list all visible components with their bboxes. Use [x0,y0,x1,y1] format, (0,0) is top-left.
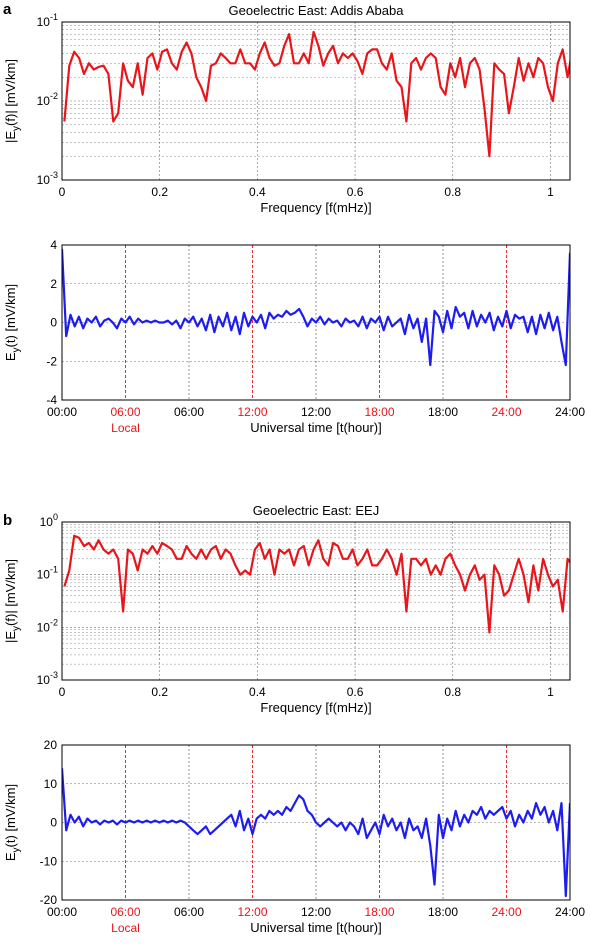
x-tick-label: 0.8 [444,185,461,199]
x-axis-label: Frequency [f(mHz)] [260,200,371,215]
y-tick-label: -2 [46,354,57,368]
chart-addis-ababa-timeseries: 00:00 06:00 12:00 18:00 24:00 06:00 12:00 18:00… [3,238,585,435]
x-axis-label: Universal time [t(hour)] [250,920,381,935]
x-tick-label: 0.4 [249,685,266,699]
x-tick-label: 06:00 [174,905,204,919]
x-tick-label: 24:00 [555,905,585,919]
y-axis-label: Ey(t) [mV/km] [3,284,22,361]
local-time-label: 18:00 [364,905,394,919]
local-note: Local [111,421,140,435]
x-axis-label: Universal time [t(hour)] [250,420,381,435]
x-tick-label: 1 [547,685,554,699]
x-tick-label: 00:00 [47,905,77,919]
series-line [63,534,570,634]
x-tick-label: 00:00 [47,405,77,419]
y-tick-label: 0 [50,316,57,330]
x-tick-label: 0.4 [249,185,266,199]
x-tick-label: 0.8 [444,685,461,699]
x-tick-label: 0.2 [151,185,168,199]
x-tick-label: 0 [59,685,66,699]
x-tick-label: 18:00 [428,405,458,419]
x-tick-label: 0.2 [151,685,168,699]
series-line [63,30,570,158]
x-tick-label: 0.6 [347,185,364,199]
panel-label-a: a [3,1,12,18]
series-line [62,248,570,367]
y-axis-label: Ey(t) [mV/km] [3,784,22,861]
y-tick-label: -10 [40,854,58,868]
x-tick-label: 06:00 [174,405,204,419]
y-tick-label: 10-2 [37,617,58,634]
y-tick-label: 4 [50,238,57,252]
y-tick-label: 10-2 [37,91,58,108]
y-tick-label: 100 [40,512,58,529]
panel-label-b: b [3,512,12,529]
y-axis-label: |Ey(f)| [mV/km] [3,59,22,143]
x-tick-label: 0 [59,185,66,199]
local-time-label: 06:00 [110,905,140,919]
x-tick-label: 18:00 [428,905,458,919]
series-line [62,768,570,898]
local-time-label: 24:00 [491,905,521,919]
x-tick-label: 24:00 [555,405,585,419]
y-tick-label: 20 [44,738,58,752]
y-tick-label: -4 [46,393,57,407]
plot-frame [61,244,571,401]
local-time-label: 18:00 [364,405,394,419]
chart-title: Geoelectric East: EEJ [253,503,379,518]
local-time-label: 12:00 [237,405,267,419]
x-axis-label: Frequency [f(mHz)] [260,700,371,715]
y-axis-label: |Ey(f)| [mV/km] [3,559,22,643]
y-tick-label: 10-3 [37,670,58,687]
local-time-label: 06:00 [110,405,140,419]
y-tick-label: 0 [50,816,57,830]
local-time-label: 24:00 [491,405,521,419]
chart-title: Geoelectric East: Addis Ababa [229,3,405,18]
y-tick-label: 10-3 [37,170,58,187]
y-tick-label: -20 [40,893,58,907]
chart-eej-spectrum: Geoelectric East: EEJ 0 0.2 0.4 0.6 0.8 1 10-3 1… [3,503,571,715]
plot-frame [61,744,571,901]
x-tick-label: 12:00 [301,405,331,419]
plot-frame [61,521,571,681]
y-tick-label: 2 [50,277,57,291]
local-note: Local [111,921,140,935]
chart-eej-timeseries: 00:00 06:00 12:00 18:00 24:00 06:00 12:00 18:00… [3,738,585,935]
chart-addis-ababa-spectrum: Geoelectric East: Addis Ababa 0 0.2 0.4 0.6 0… [3,3,571,215]
plot-frame [61,21,571,181]
local-time-label: 12:00 [237,905,267,919]
x-tick-label: 1 [547,185,554,199]
x-tick-label: 0.6 [347,685,364,699]
y-tick-label: 10-1 [37,12,58,29]
y-tick-label: 10-1 [37,565,58,582]
y-tick-label: 10 [44,777,58,791]
x-tick-label: 12:00 [301,905,331,919]
